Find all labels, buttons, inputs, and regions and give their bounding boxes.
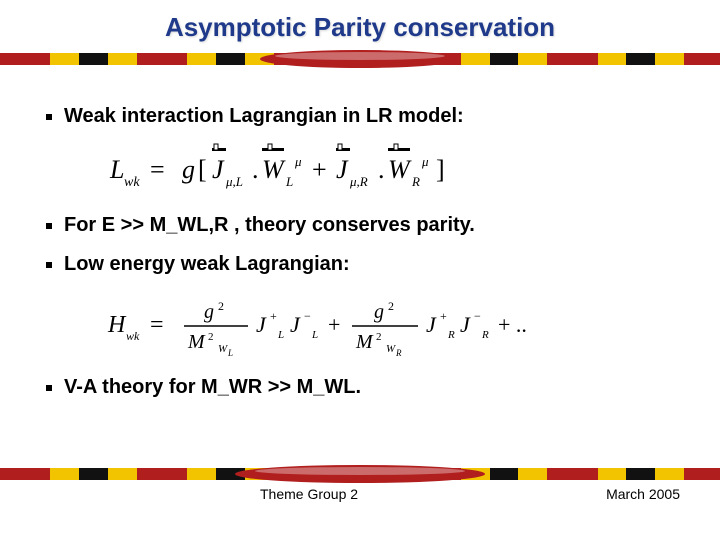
svg-text:W: W <box>262 155 286 184</box>
svg-text:=: = <box>150 312 164 338</box>
svg-text:L: L <box>311 329 318 341</box>
svg-text:μ: μ <box>294 154 302 169</box>
svg-text:+: + <box>270 309 277 323</box>
svg-text:+: + <box>440 309 447 323</box>
bottom-stripe <box>0 468 720 480</box>
svg-text:R: R <box>411 174 420 189</box>
svg-text:J: J <box>290 312 301 337</box>
top-stripe <box>0 53 720 65</box>
svg-text:R: R <box>395 348 402 358</box>
svg-text:2: 2 <box>376 331 382 343</box>
svg-text:+: + <box>328 312 340 337</box>
formula-lagrangian: L wk = g [ J μ,L . W L μ + J <box>100 142 680 198</box>
svg-text:2: 2 <box>388 299 394 313</box>
svg-text:H: H <box>107 312 127 338</box>
svg-text:R: R <box>481 329 489 341</box>
bullet-3-text: Low energy weak Lagrangian: <box>64 253 350 276</box>
content-area: Weak interaction Lagrangian in LR model:… <box>0 65 720 399</box>
bullet-3: Low energy weak Lagrangian: <box>40 253 680 276</box>
bullet-dot <box>46 223 52 229</box>
svg-text:M: M <box>187 331 206 353</box>
svg-text:R: R <box>447 329 455 341</box>
svg-text:J: J <box>426 312 437 337</box>
svg-text:wk: wk <box>126 329 140 343</box>
svg-text:L: L <box>227 348 233 358</box>
svg-text:J: J <box>460 312 471 337</box>
svg-text:2: 2 <box>208 331 214 343</box>
svg-text:L: L <box>277 329 284 341</box>
bullet-2-text: For E >> M_WL,R , theory conserves parit… <box>64 214 475 237</box>
svg-text:J: J <box>336 155 349 184</box>
svg-text:+: + <box>312 155 327 184</box>
svg-text:L: L <box>285 174 293 189</box>
svg-text:W: W <box>388 155 412 184</box>
bullet-1-text: Weak interaction Lagrangian in LR model: <box>64 105 464 128</box>
svg-text:g: g <box>374 301 384 323</box>
bullet-dot <box>46 262 52 268</box>
top-accent-ellipse <box>255 49 465 69</box>
svg-text:J: J <box>212 155 225 184</box>
svg-text:+ ..: + .. <box>498 312 527 337</box>
bullet-1: Weak interaction Lagrangian in LR model: <box>40 105 680 128</box>
svg-text:−: − <box>474 309 481 323</box>
svg-text:μ: μ <box>421 154 429 169</box>
svg-text:]: ] <box>436 155 445 184</box>
formula-hamiltonian: H wk = g 2 M 2 W L J + L J − L + <box>100 290 680 360</box>
bullet-dot <box>46 385 52 391</box>
svg-text:g: g <box>204 301 214 323</box>
svg-text:W: W <box>386 343 396 355</box>
footer-right-text: March 2005 <box>606 486 680 502</box>
svg-text:W: W <box>218 343 228 355</box>
svg-text:2: 2 <box>218 299 224 313</box>
svg-text:−: − <box>304 309 311 323</box>
svg-text:μ,R: μ,R <box>349 174 368 189</box>
bullet-4: V-A theory for M_WR >> M_WL. <box>40 376 680 399</box>
svg-text:J: J <box>256 312 267 337</box>
bottom-accent-ellipse <box>230 464 490 484</box>
footer: Theme Group 2 March 2005 <box>0 468 720 510</box>
svg-text:g: g <box>182 155 195 184</box>
bullet-2: For E >> M_WL,R , theory conserves parit… <box>40 214 680 237</box>
svg-text:[: [ <box>198 155 207 184</box>
svg-text:.: . <box>252 155 259 184</box>
svg-text:M: M <box>355 331 374 353</box>
bullet-4-text: V-A theory for M_WR >> M_WL. <box>64 376 361 399</box>
svg-text:μ,L: μ,L <box>225 174 243 189</box>
footer-center-text: Theme Group 2 <box>260 486 358 502</box>
svg-text:wk: wk <box>124 175 140 190</box>
svg-text:L: L <box>109 155 124 184</box>
bullet-dot <box>46 114 52 120</box>
slide-title: Asymptotic Parity conservation <box>0 0 720 53</box>
svg-text:=: = <box>150 155 165 184</box>
svg-text:.: . <box>378 155 385 184</box>
